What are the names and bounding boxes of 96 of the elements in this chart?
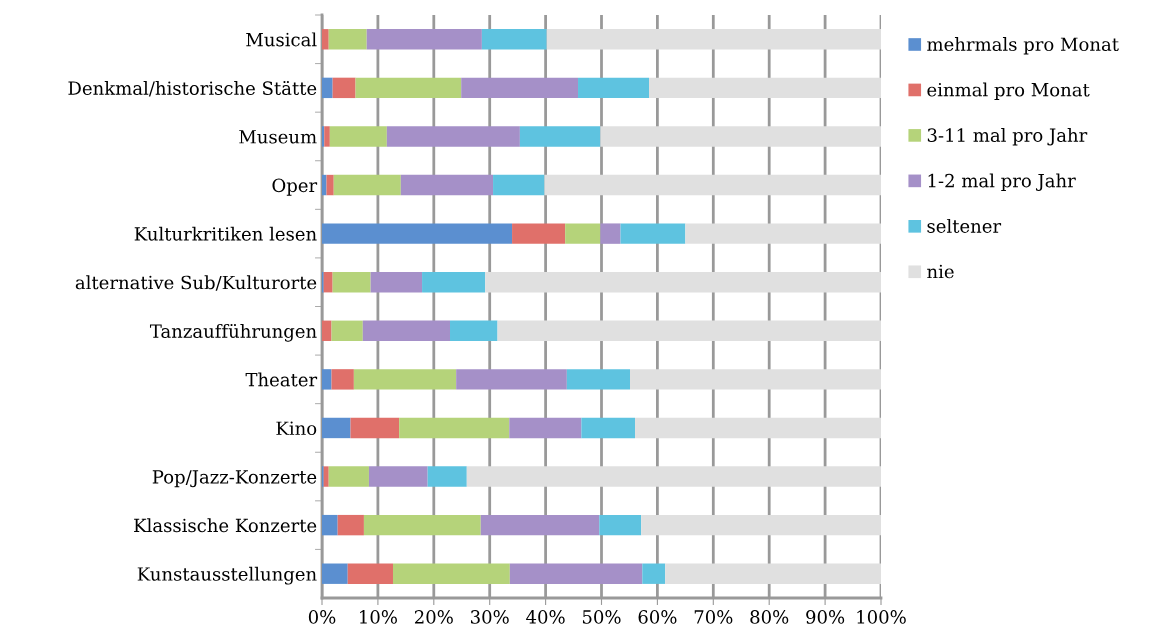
bar: [350, 417, 400, 439]
bar: [386, 126, 520, 147]
bar: [337, 514, 364, 536]
bar: [324, 126, 330, 147]
legend-label: seltener: [927, 218, 1002, 233]
bar: [332, 272, 371, 293]
y-tick-label: Pop/Jazz-Konzerte: [152, 470, 317, 488]
bar: [333, 174, 401, 196]
bar: [328, 466, 369, 487]
legend-label: mehrmals pro Monat: [927, 37, 1119, 55]
bar: [512, 223, 566, 244]
bar: [422, 272, 486, 293]
bar: [322, 320, 332, 341]
bar: [368, 466, 428, 487]
bar: [493, 174, 545, 196]
bar: [480, 514, 600, 536]
bar: [322, 29, 329, 50]
bar: [649, 77, 881, 99]
bar: [544, 174, 881, 196]
legend-label: 3-11 mal pro Jahr: [927, 128, 1088, 146]
x-tick-label: 20%: [414, 610, 453, 624]
bar: [665, 563, 881, 584]
x-tick-label: 80%: [750, 610, 789, 624]
y-tick-label: Denkmal/historische Stätte: [68, 80, 317, 97]
bar: [392, 563, 510, 584]
y-tick-label: Museum: [239, 130, 317, 144]
bar: [461, 77, 579, 99]
bar: [581, 417, 636, 439]
bar: [481, 29, 547, 50]
bar: [366, 29, 482, 50]
x-tick-label: 40%: [526, 610, 565, 624]
y-tick-label: Klassische Konzerte: [134, 518, 317, 533]
bar: [497, 320, 881, 341]
bar: [599, 514, 642, 536]
x-tick-label: 30%: [471, 610, 509, 624]
bar: [323, 466, 329, 487]
bar: [485, 272, 881, 293]
bar: [427, 466, 467, 487]
bar: [566, 369, 631, 390]
bar: [329, 126, 387, 147]
bar: [450, 320, 498, 341]
bar: [322, 369, 332, 390]
bar: [630, 369, 881, 390]
bar: [353, 369, 457, 390]
bar: [509, 417, 582, 439]
y-tick-label: Musical: [246, 32, 317, 47]
bar: [399, 417, 510, 439]
y-tick-label: Tanzaufführungen: [149, 323, 317, 342]
y-tick-label: Kunstausstellungen: [137, 566, 317, 585]
bar: [642, 563, 666, 584]
y-tick-label: Kulturkritiken lesen: [134, 226, 317, 241]
bar: [600, 223, 621, 244]
bar: [322, 514, 338, 536]
legend-label: einmal pro Monat: [927, 82, 1090, 101]
bar: [363, 514, 481, 536]
bar: [323, 272, 333, 293]
bar: [635, 417, 881, 439]
bar: [685, 223, 881, 244]
bar: [565, 223, 601, 244]
bar: [347, 563, 393, 584]
bar: [331, 320, 363, 341]
x-tick-label: 70%: [694, 610, 733, 624]
y-tick-label: Kino: [276, 421, 317, 436]
bar: [456, 369, 567, 390]
bar: [546, 29, 881, 50]
bar: [331, 369, 354, 390]
bar: [400, 174, 494, 196]
bar: [519, 126, 601, 147]
bar: [328, 29, 367, 50]
bar: [332, 77, 356, 99]
bar: [322, 77, 333, 99]
x-tick-label: 90%: [806, 610, 845, 624]
x-tick-label: 100%: [857, 610, 906, 624]
x-tick-label: 60%: [638, 610, 677, 624]
bar: [600, 126, 881, 147]
bar: [370, 272, 423, 293]
bar: [322, 417, 351, 439]
bar: [322, 223, 513, 244]
bar: [466, 466, 881, 487]
bar: [641, 514, 881, 536]
y-tick-label: Theater: [245, 372, 318, 387]
bar: [620, 223, 686, 244]
legend-label: nie: [927, 264, 954, 279]
y-tick-label: Oper: [272, 178, 318, 196]
bar: [509, 563, 643, 584]
x-tick-label: 10%: [360, 610, 397, 624]
bar: [322, 126, 325, 147]
legend-label: 1-2 mal pro Jahr: [928, 173, 1076, 191]
bar: [326, 174, 334, 196]
y-tick-label: alternative Sub/Kulturorte: [75, 275, 317, 291]
x-tick-label: 50%: [582, 610, 621, 624]
bar: [355, 77, 462, 99]
bar: [578, 77, 650, 99]
bar: [362, 320, 451, 341]
x-tick-label: 0%: [308, 610, 336, 624]
bar: [322, 563, 348, 584]
